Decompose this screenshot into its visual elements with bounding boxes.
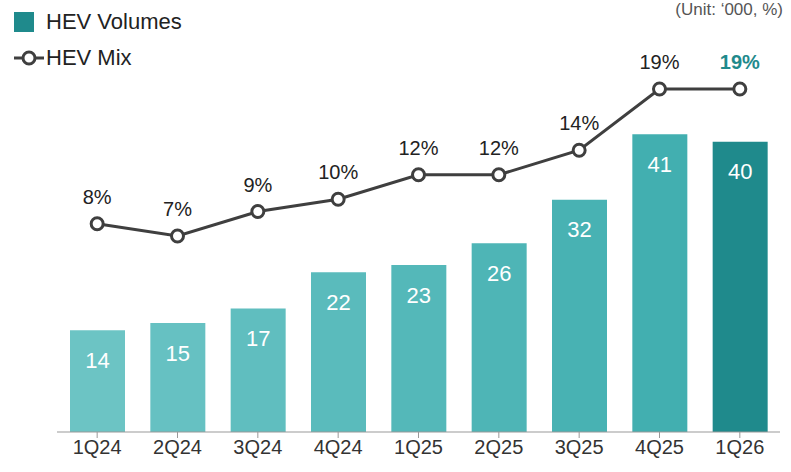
svg-text:23: 23 bbox=[407, 283, 431, 308]
svg-text:8%: 8% bbox=[83, 186, 112, 208]
svg-text:12%: 12% bbox=[479, 137, 519, 159]
svg-text:41: 41 bbox=[648, 152, 672, 177]
svg-text:2Q25: 2Q25 bbox=[474, 436, 523, 458]
svg-text:2Q24: 2Q24 bbox=[153, 436, 202, 458]
svg-text:7%: 7% bbox=[163, 198, 192, 220]
svg-text:17: 17 bbox=[246, 326, 270, 351]
svg-text:12%: 12% bbox=[398, 137, 438, 159]
svg-text:19%: 19% bbox=[639, 51, 679, 73]
svg-text:1Q24: 1Q24 bbox=[73, 436, 122, 458]
svg-text:32: 32 bbox=[567, 217, 591, 242]
svg-text:14%: 14% bbox=[559, 112, 599, 134]
svg-text:3Q25: 3Q25 bbox=[555, 436, 604, 458]
svg-text:22: 22 bbox=[326, 290, 350, 315]
svg-text:1Q25: 1Q25 bbox=[394, 436, 443, 458]
svg-text:1Q26: 1Q26 bbox=[715, 436, 764, 458]
svg-text:4Q24: 4Q24 bbox=[314, 436, 363, 458]
svg-text:4Q25: 4Q25 bbox=[635, 436, 684, 458]
svg-text:40: 40 bbox=[728, 159, 752, 184]
svg-text:9%: 9% bbox=[243, 174, 272, 196]
svg-text:26: 26 bbox=[487, 261, 511, 286]
html-text:HEV Volumes: HEV Volumes bbox=[46, 9, 182, 34]
svg-text:10%: 10% bbox=[318, 161, 358, 183]
svg-text:3Q24: 3Q24 bbox=[233, 436, 282, 458]
svg-text:15: 15 bbox=[166, 341, 190, 366]
svg-text:14: 14 bbox=[85, 348, 109, 373]
svg-text:19%: 19% bbox=[720, 51, 760, 73]
html-text:HEV Mix: HEV Mix bbox=[46, 45, 132, 70]
html-text:(Unit: ‘000, %): (Unit: ‘000, %) bbox=[675, 0, 783, 19]
